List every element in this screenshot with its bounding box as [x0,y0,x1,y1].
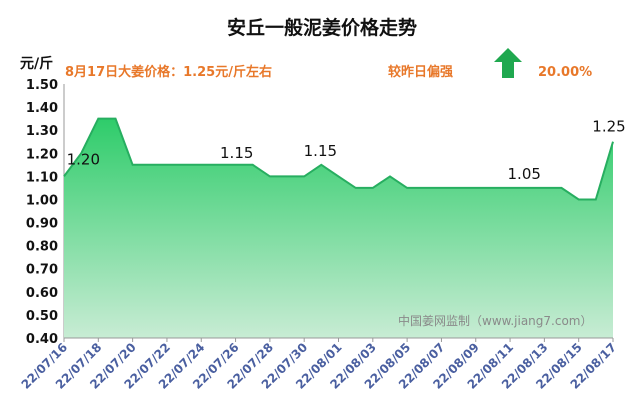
change-percent: 20.00% [538,65,592,80]
y-tick-label: 0.90 [26,217,58,232]
y-tick-label: 1.10 [26,170,58,185]
unit-label: 元/斤 [20,55,53,72]
price-info-text: 8月17日大姜价格：1.25元/斤左右 [65,64,272,80]
up-arrow-icon [494,48,522,78]
y-tick-label: 0.80 [26,240,58,255]
series-line [63,117,614,201]
watermark: 中国姜网监制（www.jiang7.com） [398,313,592,328]
x-axis: 22/07/1622/07/1822/07/2022/07/2222/07/24… [19,338,619,392]
y-tick-label: 0.60 [26,286,58,301]
y-tick-label: 1.00 [26,193,58,208]
y-axis: 0.40 0.50 0.60 0.70 0.80 0.90 1.00 1.10 1.20 1.30… [26,78,65,347]
plot-area [63,117,614,339]
data-label: 1.05 [508,165,541,183]
compare-text: 较昨日偏强 [388,64,453,80]
data-label: 1.15 [304,142,337,160]
y-tick-label: 0.70 [26,263,58,278]
data-label: 1.25 [592,118,625,136]
y-tick-label: 0.40 [26,332,58,347]
y-tick-label: 1.20 [26,147,58,162]
data-labels: 1.20 1.15 1.15 1.05 1.25 [67,118,626,183]
chart-title: 安丘一般泥姜价格走势 [227,16,417,39]
y-tick-label: 1.30 [26,124,58,139]
y-tick-label: 1.50 [26,78,58,93]
y-tick-label: 0.50 [26,309,58,324]
data-label: 1.15 [220,144,253,162]
area-fill [64,118,613,338]
data-label: 1.20 [67,151,100,169]
y-tick-label: 1.40 [26,101,58,116]
